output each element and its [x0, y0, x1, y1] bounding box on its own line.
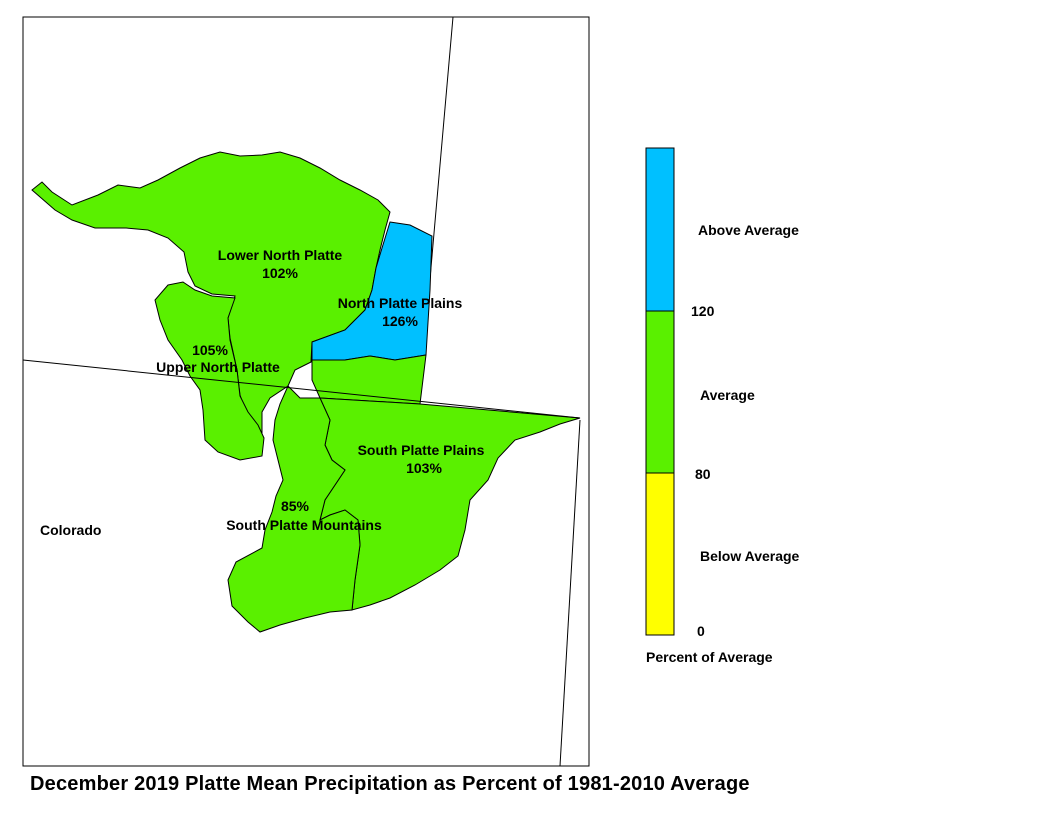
legend-label-above: Above Average — [698, 222, 799, 238]
legend-title: Percent of Average — [646, 649, 773, 665]
label-north-platte-plains-value: 126% — [382, 313, 418, 329]
legend-break-0: 0 — [697, 623, 705, 639]
basin-regions — [31, 151, 581, 633]
label-south-platte-mountains-value: 85% — [281, 498, 310, 514]
label-upper-north-platte-value: 105% — [192, 342, 228, 358]
legend-break-120: 120 — [691, 303, 715, 319]
legend-label-average: Average — [700, 387, 755, 403]
legend: Above Average 120 Average 80 Below Avera… — [645, 147, 800, 665]
label-south-platte-mountains-name: South Platte Mountains — [226, 517, 382, 533]
state-line-colorado-nebraska — [559, 419, 581, 767]
label-colorado: Colorado — [40, 522, 101, 538]
legend-swatch-above — [645, 147, 675, 312]
region-north-platte-plains-south — [311, 354, 427, 405]
map-title: December 2019 Platte Mean Precipitation … — [30, 773, 750, 795]
state-line-colorado-wyoming — [22, 359, 581, 419]
legend-swatch-average — [645, 310, 675, 474]
region-upper-north-platte — [154, 281, 265, 461]
label-lower-north-platte-value: 102% — [262, 265, 298, 281]
legend-break-80: 80 — [695, 466, 711, 482]
label-north-platte-plains-name: North Platte Plains — [338, 295, 463, 311]
label-south-platte-plains-value: 103% — [406, 460, 442, 476]
map-frame — [22, 16, 590, 767]
legend-swatch-below — [645, 472, 675, 636]
region-south-platte-mountains — [227, 385, 361, 633]
label-upper-north-platte-name: Upper North Platte — [156, 359, 280, 375]
legend-label-below: Below Average — [700, 548, 800, 564]
label-lower-north-platte-name: Lower North Platte — [218, 247, 343, 263]
label-south-platte-plains-name: South Platte Plains — [358, 442, 485, 458]
